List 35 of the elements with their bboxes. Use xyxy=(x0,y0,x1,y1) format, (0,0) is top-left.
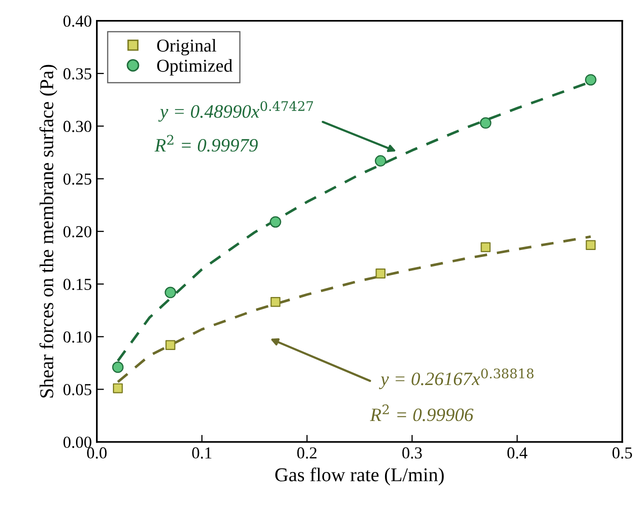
legend-label: Original xyxy=(157,38,216,56)
point xyxy=(165,340,176,350)
annotation: y = 0.48990x$^{0.47427}$ xyxy=(158,101,313,122)
y-tick-label: 0.15 xyxy=(63,278,92,290)
annotation: R$^{2}$ = 0.99979 xyxy=(154,134,258,152)
y-tick-label: 0.25 xyxy=(63,173,92,185)
y-tick-label: 0.00 xyxy=(63,436,92,448)
y-tick-label: 0.05 xyxy=(63,384,92,396)
point xyxy=(112,383,123,394)
annotation: R$^{2}$ = 0.99906 xyxy=(370,404,474,422)
x-tick-label: 0.5 xyxy=(612,447,632,459)
annotation: y = 0.26167x$^{0.38818}$ xyxy=(378,368,534,390)
y-tick-label: 0.10 xyxy=(63,331,92,343)
x-tick-label: 0.1 xyxy=(192,447,212,459)
x-tick-label: 0.3 xyxy=(402,447,422,459)
y-tick-label: 0.40 xyxy=(63,16,92,27)
point xyxy=(112,362,124,373)
point xyxy=(586,240,596,250)
x-tick-label: 0.4 xyxy=(507,447,528,459)
point xyxy=(480,117,492,129)
y-tick-label: 0.35 xyxy=(63,68,92,80)
y-tick-label: 0.20 xyxy=(63,226,92,238)
legend-label: Optimized xyxy=(157,59,232,76)
point xyxy=(585,74,596,86)
point xyxy=(480,242,491,252)
point xyxy=(270,296,280,307)
y-axis-title: Shear forces on the membrane surface (Pa) xyxy=(39,64,58,398)
x-tick-label: 0.0 xyxy=(87,447,107,459)
x-axis-title: Gas flow rate (L/min) xyxy=(275,467,444,486)
point xyxy=(376,268,386,278)
point xyxy=(374,155,386,167)
point xyxy=(270,216,282,228)
point xyxy=(164,286,176,298)
x-tick-label: 0.2 xyxy=(297,447,316,459)
y-tick-label: 0.30 xyxy=(63,120,92,132)
